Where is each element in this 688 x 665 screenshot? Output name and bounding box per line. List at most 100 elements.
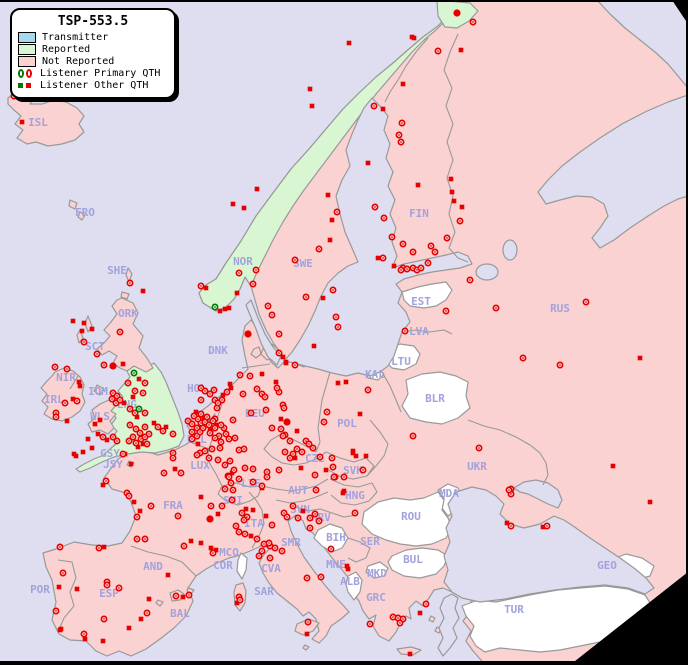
listener-primary-marker <box>302 293 310 301</box>
listener-other-marker <box>309 103 315 109</box>
listener-other-marker <box>344 563 350 569</box>
listener-primary-marker <box>329 463 337 471</box>
listener-other-marker <box>391 263 397 269</box>
listener-other-marker <box>140 441 146 447</box>
listener-other-marker <box>278 416 284 422</box>
country-label-mco: MCO <box>219 546 239 559</box>
listener-cluster-marker <box>109 362 117 370</box>
listener-primary-marker <box>320 418 328 426</box>
listener-other-marker <box>298 465 304 471</box>
listener-primary-marker <box>236 371 244 379</box>
listener-primary-marker <box>434 47 442 55</box>
isle-of-man <box>93 384 105 396</box>
listener-primary-marker <box>279 432 287 440</box>
listener-primary-marker <box>63 365 71 373</box>
listener-primary-marker <box>240 445 248 453</box>
listener-primary-marker <box>185 591 193 599</box>
listener-primary-marker <box>52 413 60 421</box>
listener-primary-marker <box>312 486 320 494</box>
listener-primary-marker <box>403 265 411 273</box>
listener-other-marker <box>320 295 326 301</box>
listener-primary-marker <box>492 304 500 312</box>
listener-primary-marker <box>235 269 243 277</box>
listener-other-marker <box>248 533 254 539</box>
listener-primary-marker <box>543 522 551 530</box>
listener-primary-marker <box>280 404 288 412</box>
listener-primary-marker <box>73 397 81 405</box>
listener-primary-marker <box>217 421 225 429</box>
listener-other-marker <box>135 444 141 450</box>
listener-primary-marker <box>328 454 336 462</box>
listener-primary-marker <box>119 450 127 458</box>
listener-primary-marker <box>380 214 388 222</box>
listener-primary-marker <box>281 448 289 456</box>
listener-primary-marker <box>160 469 168 477</box>
listener-other-marker <box>228 385 234 391</box>
listener-primary-marker <box>330 473 338 481</box>
listener-other-marker <box>19 119 25 125</box>
listener-other-marker <box>121 400 127 406</box>
legend-swatch <box>18 56 36 67</box>
listener-primary-marker <box>249 465 257 473</box>
listener-other-marker <box>263 513 269 519</box>
listener-primary-marker <box>306 514 314 522</box>
listener-other-marker <box>259 371 265 377</box>
legend-swatch <box>18 32 36 43</box>
listener-primary-marker <box>124 379 132 387</box>
listener-other-marker <box>97 417 103 423</box>
listener-other-marker <box>74 586 80 592</box>
legend-item-label: Listener Primary QTH <box>40 68 161 79</box>
listener-other-marker <box>346 40 352 46</box>
listener-other-marker <box>100 482 106 488</box>
listener-primary-marker <box>271 544 279 552</box>
legend-item: Listener Primary QTH <box>18 68 168 79</box>
country-label-mkd: MKD <box>367 567 387 580</box>
listener-other-marker <box>57 627 63 633</box>
listener-primary-marker <box>293 445 301 453</box>
listener-other-marker <box>307 86 313 92</box>
listener-primary-marker <box>422 600 430 608</box>
listener-primary-marker <box>258 482 266 490</box>
listener-primary-marker <box>239 390 247 398</box>
listener-primary-marker <box>401 327 409 335</box>
listener-primary-marker <box>268 521 276 529</box>
listener-primary-marker <box>188 435 196 443</box>
country-label-geo: GEO <box>597 559 617 572</box>
listener-primary-marker <box>180 542 188 550</box>
listener-primary-marker <box>135 405 143 413</box>
listener-primary-marker <box>108 395 116 403</box>
listener-primary-marker <box>169 454 177 462</box>
listener-primary-marker <box>442 307 450 315</box>
listener-primary-marker <box>209 549 217 557</box>
listener-primary-marker <box>99 433 107 441</box>
albania-region <box>345 571 363 601</box>
listener-primary-marker <box>469 18 477 26</box>
listener-primary-marker <box>275 330 283 338</box>
listener-primary-marker <box>230 466 238 474</box>
listener-primary-marker <box>252 266 260 274</box>
listener-primary-marker <box>316 453 324 461</box>
listener-primary-marker <box>209 417 217 425</box>
listener-other-marker <box>353 453 359 459</box>
listener-primary-marker <box>221 461 229 469</box>
listener-other-marker <box>220 392 226 398</box>
listener-primary-marker <box>211 434 219 442</box>
listener-primary-marker <box>286 437 294 445</box>
listener-primary-marker <box>359 466 367 474</box>
bosnia-region <box>313 523 349 553</box>
listener-other-marker <box>345 566 351 572</box>
faroe-islands <box>68 199 86 221</box>
listener-other-marker <box>130 394 136 400</box>
listener-primary-marker <box>225 435 233 443</box>
country-label-mda: MDA <box>439 487 459 500</box>
country-label-nir: NIR <box>56 371 76 384</box>
listener-other-marker <box>357 411 363 417</box>
listener-primary-marker <box>214 456 222 464</box>
listener-primary-marker <box>370 102 378 110</box>
listener-primary-marker <box>205 454 213 462</box>
listener-primary-marker <box>311 510 319 518</box>
listener-primary-marker <box>207 502 215 510</box>
listener-primary-marker <box>141 423 149 431</box>
